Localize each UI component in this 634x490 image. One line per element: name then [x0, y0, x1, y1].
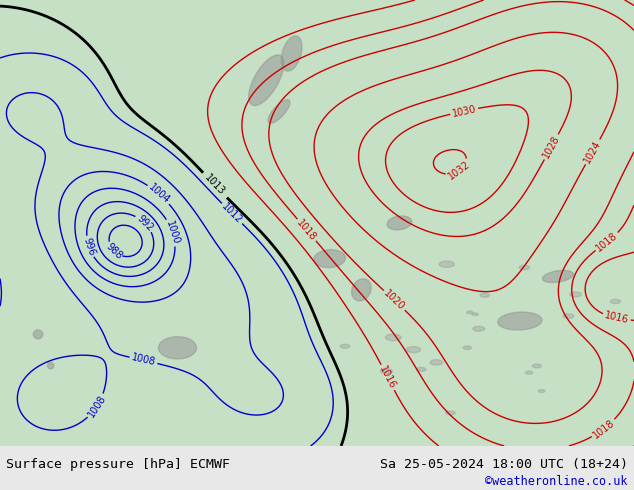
Ellipse shape	[611, 299, 621, 304]
Ellipse shape	[385, 334, 401, 341]
Ellipse shape	[473, 326, 485, 331]
Ellipse shape	[519, 265, 529, 270]
Ellipse shape	[417, 368, 426, 371]
Text: 996: 996	[81, 236, 96, 257]
Text: 1004: 1004	[146, 182, 171, 206]
Ellipse shape	[33, 330, 43, 339]
Ellipse shape	[472, 313, 478, 316]
Text: Sa 25-05-2024 18:00 UTC (18+24): Sa 25-05-2024 18:00 UTC (18+24)	[380, 458, 628, 471]
Ellipse shape	[430, 360, 443, 365]
Text: 1012: 1012	[220, 201, 244, 226]
Text: 1018: 1018	[591, 417, 617, 440]
Ellipse shape	[281, 36, 302, 71]
Ellipse shape	[249, 55, 284, 105]
Ellipse shape	[380, 368, 392, 374]
Ellipse shape	[498, 312, 542, 330]
Text: 1016: 1016	[604, 311, 630, 326]
Ellipse shape	[439, 261, 455, 268]
Ellipse shape	[543, 270, 573, 283]
Text: 1032: 1032	[446, 159, 472, 182]
Ellipse shape	[446, 411, 455, 415]
Ellipse shape	[480, 293, 489, 297]
Text: Surface pressure [hPa] ECMWF: Surface pressure [hPa] ECMWF	[6, 458, 230, 471]
Text: 1013: 1013	[203, 173, 227, 197]
Ellipse shape	[533, 364, 541, 368]
Text: 988: 988	[105, 242, 124, 261]
Text: ©weatheronline.co.uk: ©weatheronline.co.uk	[485, 475, 628, 488]
Ellipse shape	[463, 346, 472, 349]
Text: 992: 992	[134, 213, 155, 233]
Text: 1016: 1016	[378, 364, 398, 391]
Text: 1008: 1008	[131, 353, 157, 368]
Ellipse shape	[563, 314, 574, 318]
Text: 1018: 1018	[594, 230, 619, 253]
Text: 1028: 1028	[541, 134, 562, 160]
Ellipse shape	[340, 344, 350, 348]
Ellipse shape	[352, 279, 371, 301]
Text: 1024: 1024	[582, 139, 603, 165]
Text: 1030: 1030	[451, 104, 477, 119]
Text: 1020: 1020	[382, 288, 407, 312]
Ellipse shape	[48, 362, 54, 369]
Ellipse shape	[314, 249, 346, 268]
Text: 1000: 1000	[164, 220, 181, 245]
Text: 1008: 1008	[86, 393, 108, 419]
Ellipse shape	[570, 292, 581, 297]
Ellipse shape	[538, 390, 545, 392]
Ellipse shape	[467, 311, 473, 314]
Ellipse shape	[268, 99, 290, 123]
Ellipse shape	[406, 346, 421, 353]
Text: 1018: 1018	[295, 218, 318, 243]
Ellipse shape	[158, 337, 197, 359]
Ellipse shape	[387, 216, 411, 230]
Ellipse shape	[525, 371, 533, 374]
